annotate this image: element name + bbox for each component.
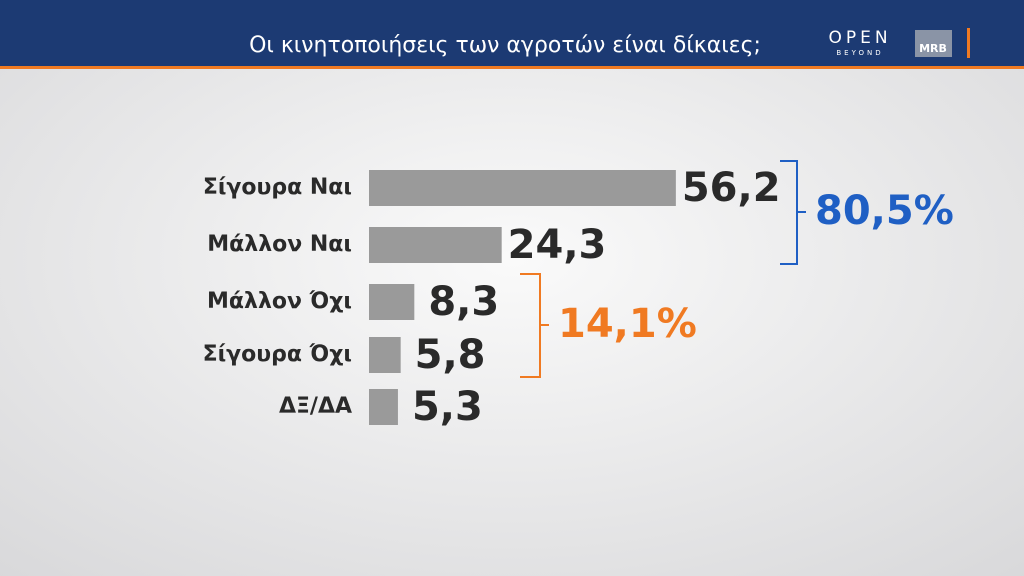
value-label: 5,8 bbox=[415, 332, 486, 378]
value-label: 24,3 bbox=[508, 222, 607, 268]
header-title: Οι κινητοποιήσεις των αγροτών είναι δίκα… bbox=[249, 33, 761, 58]
bar bbox=[369, 284, 415, 320]
category-label: Σίγουρα Όχι bbox=[203, 342, 352, 367]
logo-sub: BEYOND bbox=[836, 49, 883, 57]
group-bracket bbox=[780, 160, 806, 265]
logo-partner: MRB bbox=[919, 42, 947, 55]
group-total: 14,1% bbox=[558, 301, 697, 347]
value-label: 56,2 bbox=[682, 165, 781, 211]
category-label: Μάλλον Όχι bbox=[207, 289, 352, 314]
bar bbox=[369, 337, 401, 373]
header-rule bbox=[0, 66, 1024, 69]
value-label: 8,3 bbox=[428, 279, 499, 325]
category-label: Μάλλον Ναι bbox=[207, 232, 352, 257]
group-total: 80,5% bbox=[815, 188, 954, 234]
logo-box bbox=[915, 30, 952, 57]
category-label: ΔΞ/ΔΑ bbox=[279, 394, 352, 419]
logo-divider bbox=[967, 28, 970, 58]
bar bbox=[369, 170, 676, 206]
value-label: 5,3 bbox=[412, 384, 483, 430]
category-label: Σίγουρα Ναι bbox=[203, 175, 352, 200]
bar bbox=[369, 227, 502, 263]
bar bbox=[369, 389, 398, 425]
logo-main: OPEN bbox=[828, 28, 891, 48]
group-bracket bbox=[520, 273, 549, 378]
header-band bbox=[0, 0, 1024, 66]
